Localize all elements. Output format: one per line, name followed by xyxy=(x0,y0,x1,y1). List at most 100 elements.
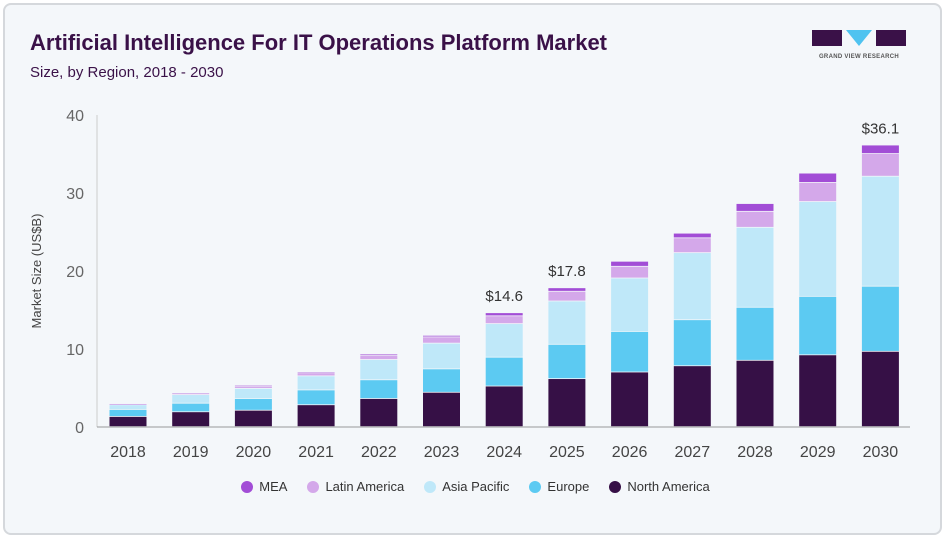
bar-segment-latin-america xyxy=(234,386,272,388)
bar-segment-asia-pacific xyxy=(736,227,774,307)
legend-item: Asia Pacific xyxy=(424,479,509,494)
legend-swatch xyxy=(424,480,437,493)
bar-segment-asia-pacific xyxy=(485,324,523,357)
bar-segment-latin-america xyxy=(673,238,711,253)
bar-segment-north-america xyxy=(611,372,649,427)
legend-item: Latin America xyxy=(307,479,404,494)
x-tick-label: 2025 xyxy=(549,444,585,461)
legend: MEA Latin America Asia Pacific Europe North … xyxy=(0,479,951,494)
bar-segment-asia-pacific xyxy=(109,405,147,410)
bar-segment-mea xyxy=(736,203,774,211)
bar-segment-europe xyxy=(673,320,711,366)
y-tick-label: 30 xyxy=(66,186,84,203)
bar-segment-europe xyxy=(799,296,837,355)
bar-segment-europe xyxy=(485,357,523,386)
bar-segment-mea xyxy=(485,313,523,316)
bar-segment-europe xyxy=(548,344,586,379)
bar-segment-latin-america xyxy=(423,337,460,343)
bar-segment-north-america xyxy=(109,416,147,427)
total-label: $36.1 xyxy=(862,120,900,137)
y-axis-label: Market Size (US$B) xyxy=(29,214,44,329)
bar-segment-latin-america xyxy=(799,182,837,202)
bar-segment-north-america xyxy=(423,392,460,427)
y-tick-label: 20 xyxy=(66,264,84,281)
bar-segment-north-america xyxy=(861,351,899,427)
y-tick-label: 10 xyxy=(66,342,84,359)
bar-segment-north-america xyxy=(297,405,335,427)
x-tick-label: 2029 xyxy=(800,444,836,461)
x-tick-label: 2027 xyxy=(675,444,711,461)
x-tick-label: 2022 xyxy=(361,444,397,461)
bar-segment-europe xyxy=(109,409,147,417)
grand-view-research-logo: GRAND VIEW RESEARCH xyxy=(812,30,906,60)
chart-card xyxy=(3,3,942,535)
legend-label: Asia Pacific xyxy=(442,479,510,494)
logo-icon xyxy=(812,30,906,46)
bar-segment-north-america xyxy=(360,398,398,427)
bar-segment-mea xyxy=(861,145,899,154)
bar-segment-north-america xyxy=(234,410,272,427)
bar-segment-north-america xyxy=(548,379,586,427)
bar-segment-latin-america xyxy=(548,291,586,301)
bar-segment-asia-pacific xyxy=(360,359,398,380)
legend-swatch xyxy=(609,480,622,493)
bar-segment-asia-pacific xyxy=(297,376,335,390)
x-tick-label: 2021 xyxy=(298,444,334,461)
legend-swatch xyxy=(529,480,542,493)
bar-segment-europe xyxy=(611,331,649,372)
bar-segment-asia-pacific xyxy=(611,278,649,332)
bar-segment-europe xyxy=(297,390,335,405)
bar-segment-europe xyxy=(360,380,398,399)
bar-segment-latin-america xyxy=(736,211,774,227)
chart-subtitle: Size, by Region, 2018 - 2030 xyxy=(30,64,224,81)
legend-swatch xyxy=(241,480,254,493)
bar-segment-mea xyxy=(548,288,586,291)
bar-segment-mea xyxy=(360,354,398,356)
legend-label: MEA xyxy=(259,479,288,494)
legend-item: Europe xyxy=(529,479,589,494)
bar-segment-asia-pacific xyxy=(234,388,272,399)
bar-segment-latin-america xyxy=(485,316,523,324)
bar-segment-mea xyxy=(799,173,837,183)
legend-swatch xyxy=(307,480,320,493)
bar-segment-europe xyxy=(172,403,210,412)
bar-segment-north-america xyxy=(172,412,210,427)
total-label: $17.8 xyxy=(548,263,586,280)
bar-segment-mea xyxy=(673,233,711,238)
legend-label: North America xyxy=(627,479,710,494)
bar-segment-latin-america xyxy=(360,356,398,360)
bar-segment-asia-pacific xyxy=(673,253,711,320)
bar-segment-mea xyxy=(611,261,649,266)
bar-segment-europe xyxy=(861,286,899,351)
x-tick-label: 2028 xyxy=(737,444,773,461)
legend-label: Latin America xyxy=(325,479,405,494)
bar-segment-asia-pacific xyxy=(172,395,210,403)
bar-segment-north-america xyxy=(799,355,837,427)
x-tick-label: 2026 xyxy=(612,444,648,461)
x-tick-label: 2020 xyxy=(236,444,272,461)
x-tick-label: 2018 xyxy=(110,444,146,461)
legend-label: Europe xyxy=(547,479,590,494)
x-tick-label: 2019 xyxy=(173,444,209,461)
bar-segment-latin-america xyxy=(611,266,649,278)
bar-segment-asia-pacific xyxy=(861,176,899,286)
bar-segment-europe xyxy=(234,398,272,410)
bar-segment-latin-america xyxy=(297,373,335,376)
bar-segment-asia-pacific xyxy=(799,201,837,296)
logo-text: GRAND VIEW RESEARCH xyxy=(818,54,900,60)
chart-title: Artificial Intelligence For IT Operation… xyxy=(30,30,608,55)
x-tick-label: 2030 xyxy=(863,444,899,461)
bar-segment-north-america xyxy=(736,360,774,427)
bar-segment-north-america xyxy=(485,386,523,427)
bar-segment-asia-pacific xyxy=(423,343,460,369)
bar-segment-mea xyxy=(423,335,460,337)
x-tick-label: 2024 xyxy=(486,444,522,461)
bar-segment-europe xyxy=(736,307,774,360)
x-tick-label: 2023 xyxy=(424,444,460,461)
total-label: $14.6 xyxy=(485,288,523,305)
bar-segment-north-america xyxy=(673,366,711,427)
legend-item: North America xyxy=(609,479,710,494)
legend-item: MEA xyxy=(241,479,287,494)
bar-segment-asia-pacific xyxy=(548,301,586,344)
